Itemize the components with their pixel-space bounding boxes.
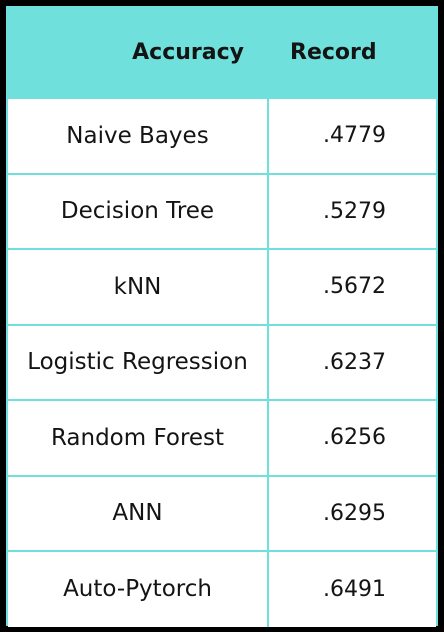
value-cell: .4779 [268, 97, 436, 174]
method-cell: Decision Tree [8, 172, 269, 249]
table-row: kNN .5672 [8, 248, 436, 325]
value-cell: .6237 [268, 323, 436, 400]
header-accuracy: Accuracy [132, 40, 244, 65]
header-record: Record [290, 40, 377, 65]
table-row: Auto-Pytorch .6491 [8, 550, 436, 627]
value-cell: .5279 [268, 172, 436, 249]
method-cell: kNN [8, 248, 269, 325]
value-cell: .5672 [268, 248, 436, 325]
table-row: Decision Tree .5279 [8, 172, 436, 249]
table-row: ANN .6295 [8, 474, 436, 551]
table-row: Random Forest .6256 [8, 399, 436, 476]
table-header-row: Accuracy Record [8, 8, 436, 98]
method-cell: ANN [8, 474, 269, 551]
accuracy-table: Accuracy Record Naive Bayes .4779 Decisi… [8, 8, 436, 627]
table-row: Naive Bayes .4779 [8, 97, 436, 174]
value-cell: .6295 [268, 474, 436, 551]
method-cell: Naive Bayes [8, 97, 269, 174]
method-cell: Random Forest [8, 399, 269, 476]
method-cell: Auto-Pytorch [8, 550, 269, 627]
accuracy-table-frame: Accuracy Record Naive Bayes .4779 Decisi… [6, 6, 438, 627]
method-cell: Logistic Regression [8, 323, 269, 400]
value-cell: .6256 [268, 399, 436, 476]
value-cell: .6491 [268, 550, 436, 627]
table-row: Logistic Regression .6237 [8, 323, 436, 400]
